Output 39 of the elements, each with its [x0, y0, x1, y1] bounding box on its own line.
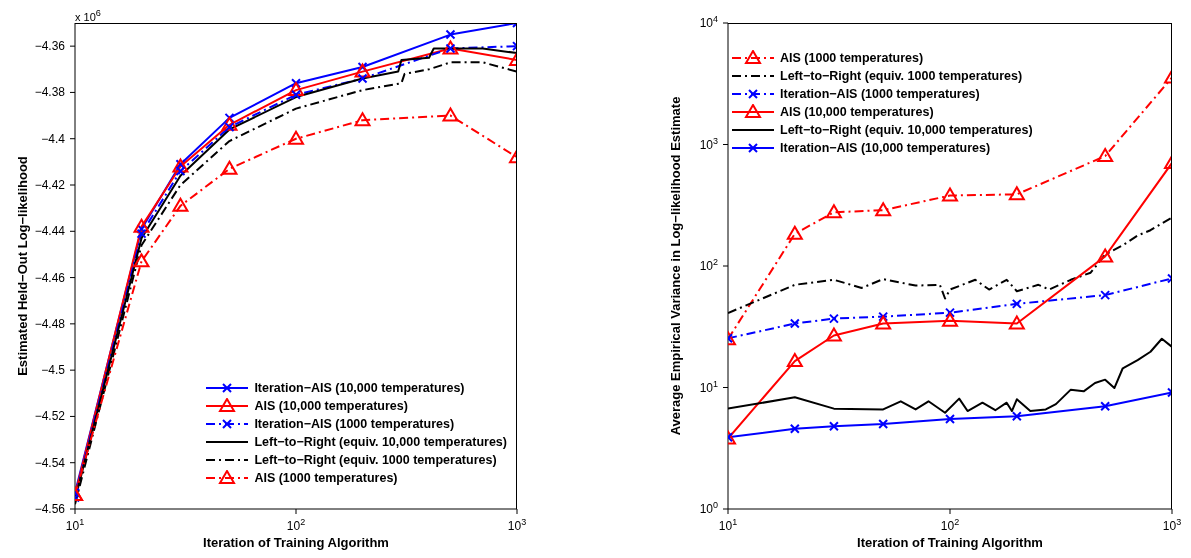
legend-label: AIS (10,000 temperatures) — [254, 398, 408, 415]
y-tick-label: −4.38 — [34, 85, 66, 100]
y-tick-label: −4.52 — [34, 409, 66, 424]
y-tick-label: 10$^{2}$ — [699, 257, 718, 273]
legend-label: Left−to−Right (equiv. 1000 temperatures) — [780, 68, 1023, 85]
legend-label: Left−to−Right (equiv. 10,000 temperatures) — [780, 122, 1033, 139]
y-tick-label: −4.36 — [34, 39, 66, 54]
x-tick-label: 10$^{2}$ — [286, 517, 306, 533]
y-tick-label: −4.44 — [34, 224, 66, 239]
x-tick-label: 10$^{1}$ — [718, 517, 738, 533]
y-tick-label: −4.4 — [41, 131, 66, 146]
legend-label: Iteration−AIS (1000 temperatures) — [254, 416, 455, 433]
x-tick-label: 10$^{3}$ — [1162, 517, 1182, 533]
legend-label: AIS (10,000 temperatures) — [780, 104, 934, 121]
x-axis-title: Iteration of Training Algorithm — [203, 535, 389, 550]
y-tick-label: −4.5 — [41, 363, 66, 378]
legend-label: Iteration−AIS (10,000 temperatures) — [780, 140, 991, 157]
legend-label: Left−to−Right (equiv. 1000 temperatures) — [254, 452, 497, 469]
y-axis-title: Average Empirical Variance in Log−likelihood Estimate — [667, 96, 683, 436]
y-tick-label: 10$^{0}$ — [699, 500, 718, 516]
x-axis-title: Iteration of Training Algorithm — [857, 535, 1043, 550]
y-tick-label: −4.56 — [34, 502, 66, 516]
legend-label: Iteration−AIS (1000 temperatures) — [780, 86, 980, 103]
y-tick-label: 10$^{4}$ — [699, 14, 718, 30]
y-tick-label: −4.54 — [34, 455, 66, 470]
x-tick-label: 10$^{3}$ — [507, 517, 527, 533]
y-tick-label: 10$^{3}$ — [699, 135, 718, 152]
legend-label: Left−to−Right (equiv. 10,000 temperatures) — [254, 434, 507, 451]
y-tick-label: −4.46 — [34, 270, 66, 285]
x-tick-label: 10$^{2}$ — [940, 517, 960, 533]
legend-label: AIS (1000 temperatures) — [254, 470, 398, 487]
y-tick-label: −4.48 — [34, 316, 66, 331]
x-tick-label: 10$^{1}$ — [65, 517, 85, 533]
legend-label: AIS (1000 temperatures) — [780, 50, 924, 67]
y-axis-title: Estimated Held−Out Log−likelihood — [14, 156, 30, 376]
text: x 10$^{6}$ — [75, 8, 101, 23]
y-tick-label: 10$^{1}$ — [699, 378, 718, 395]
legend-label: Iteration−AIS (10,000 temperatures) — [254, 380, 465, 397]
y-tick-label: −4.42 — [34, 178, 66, 192]
